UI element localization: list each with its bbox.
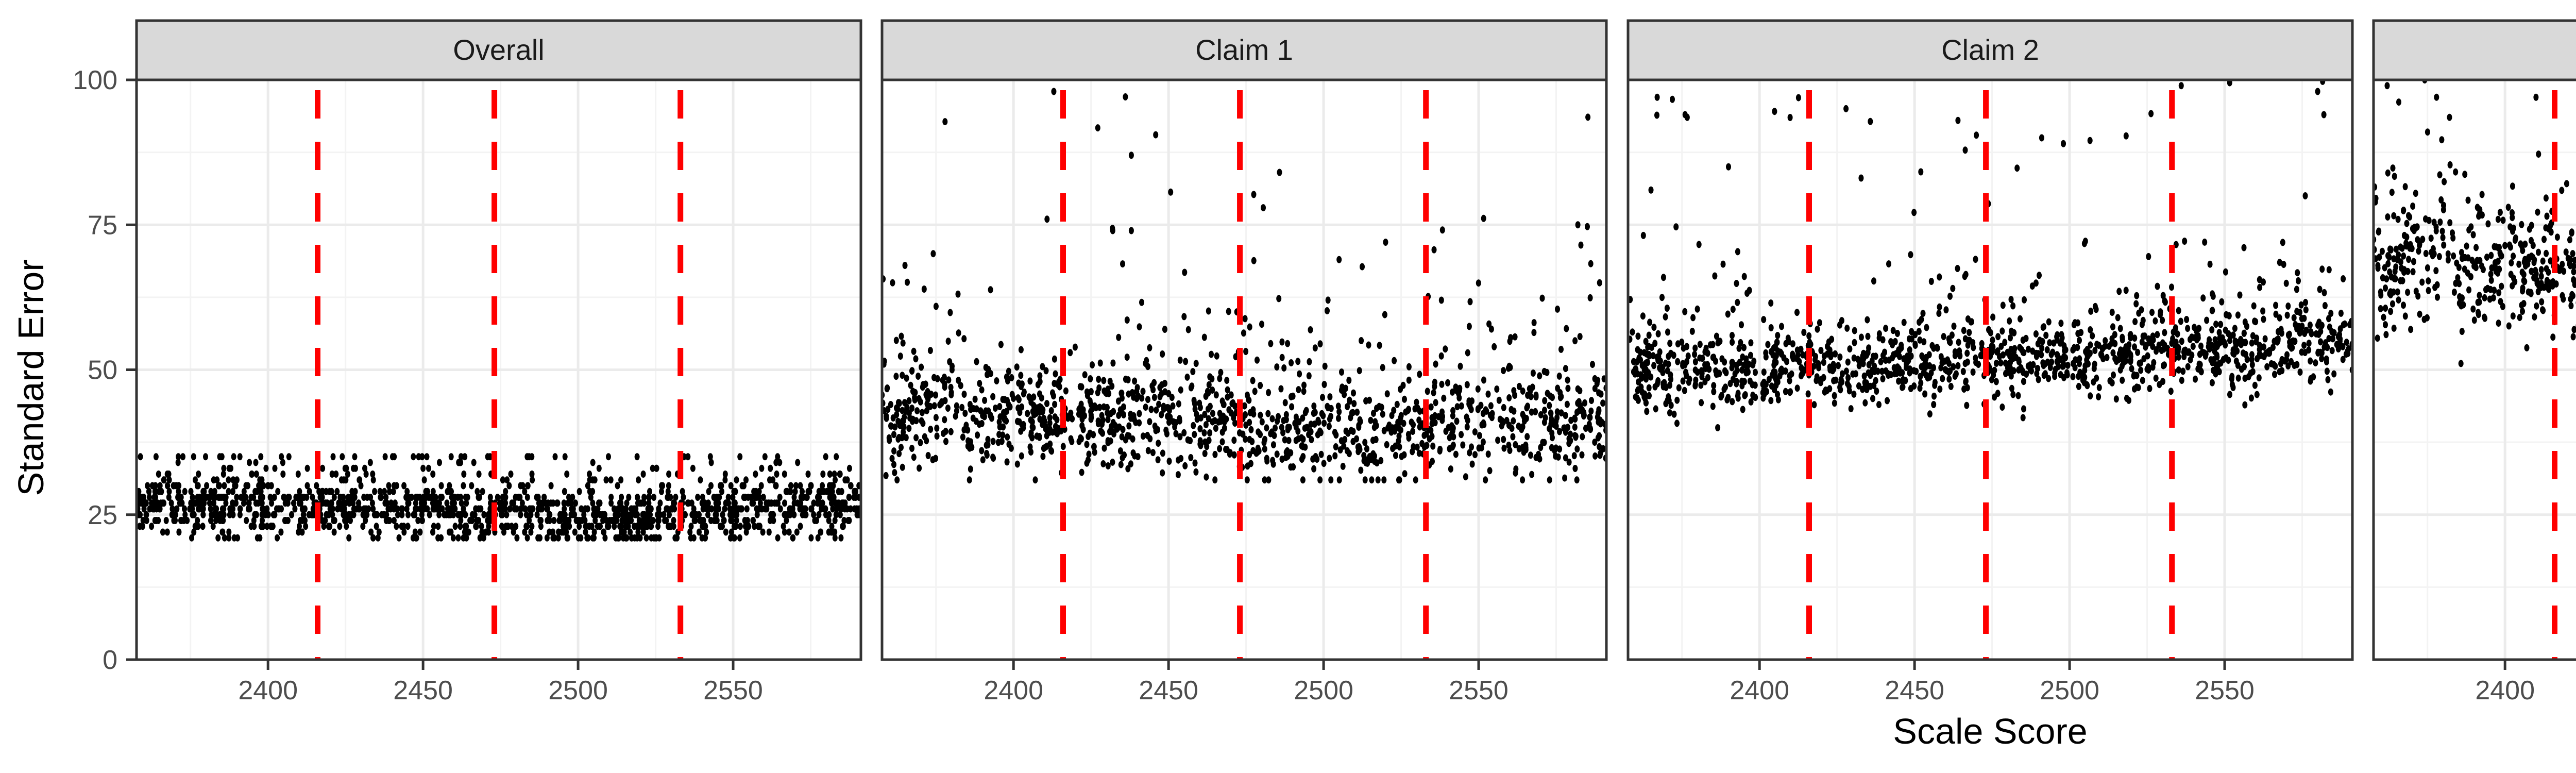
- y-tick-label: 0: [103, 645, 117, 675]
- y-axis-title: Standard Error: [11, 259, 51, 496]
- y-tick-label: 75: [88, 210, 117, 240]
- x-tick-label: 2400: [2475, 676, 2535, 705]
- y-axis: 0 25 50 75 100: [73, 65, 137, 675]
- x-tick-label: 2400: [1730, 676, 1789, 705]
- facet-strip: [135, 19, 862, 81]
- x-tick-label: 2400: [238, 676, 298, 705]
- facet-panel-overall: Overall 2400 2450 2500 2550: [135, 19, 862, 705]
- x-tick-label: 2550: [1449, 676, 1509, 705]
- facet-strip-label: Overall: [453, 33, 544, 66]
- facet-strip: [1626, 19, 2354, 81]
- x-tick-label: 2500: [2040, 676, 2099, 705]
- x-tick-label: 2450: [1885, 676, 1944, 705]
- x-axis-title: Scale Score: [1893, 711, 2087, 751]
- facet-panel-claim-1: Claim 1 2400 2450 2500 2550: [880, 19, 1608, 705]
- x-tick-label: 2550: [703, 676, 763, 705]
- data-points: [137, 453, 861, 542]
- x-tick-label: 2550: [2195, 676, 2255, 705]
- data-points: [2374, 80, 2576, 367]
- panel-border: [2372, 78, 2576, 661]
- x-tick-label: 2500: [548, 676, 608, 705]
- facet-panel-claim-2: Claim 2 2400 2450 2500 2550: [1626, 19, 2354, 705]
- x-tick-label: 2500: [1294, 676, 1353, 705]
- facet-strip-label: Claim 2: [1941, 33, 2039, 66]
- x-tick-label: 2400: [984, 676, 1043, 705]
- data-points: [882, 88, 1606, 484]
- facet-panel-claim-3: Claim 32400245025002550: [2372, 19, 2576, 705]
- facet-strip: [2372, 19, 2576, 81]
- facet-panels: Overall 2400 2450 2500 2550 Claim 1 2400 2450 25…: [135, 19, 2576, 705]
- x-tick-label: 2450: [1139, 676, 1198, 705]
- x-tick-label: 2450: [393, 676, 453, 705]
- facet-strip: [880, 19, 1608, 81]
- y-tick-label: 50: [88, 356, 117, 385]
- y-tick-label: 100: [73, 65, 117, 95]
- y-tick-label: 25: [88, 500, 117, 530]
- facet-strip-label: Claim 1: [1195, 33, 1293, 66]
